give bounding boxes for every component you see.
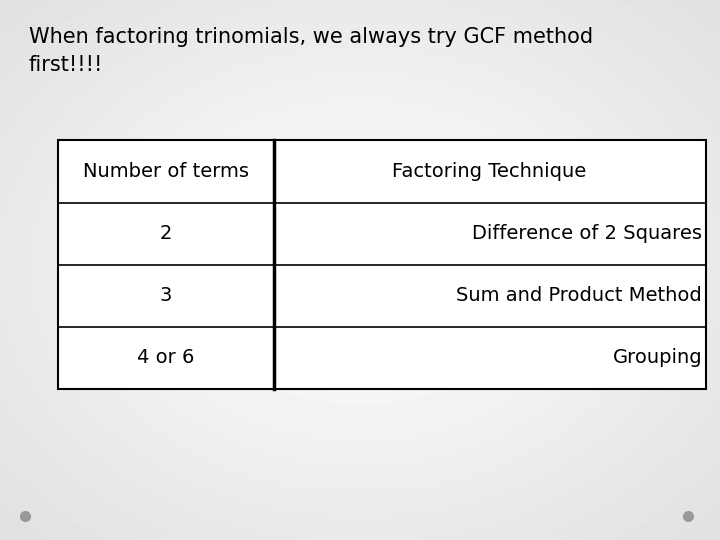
Text: Factoring Technique: Factoring Technique	[392, 162, 587, 181]
Text: Sum and Product Method: Sum and Product Method	[456, 286, 702, 305]
Text: 3: 3	[159, 286, 172, 305]
Text: When factoring trinomials, we always try GCF method
first!!!!: When factoring trinomials, we always try…	[29, 27, 593, 75]
Text: 2: 2	[159, 224, 172, 243]
Text: Number of terms: Number of terms	[83, 162, 248, 181]
Text: Grouping: Grouping	[613, 348, 702, 367]
Bar	[58, 140, 706, 389]
Text: 4 or 6: 4 or 6	[137, 348, 194, 367]
Text: Difference of 2 Squares: Difference of 2 Squares	[472, 224, 702, 243]
